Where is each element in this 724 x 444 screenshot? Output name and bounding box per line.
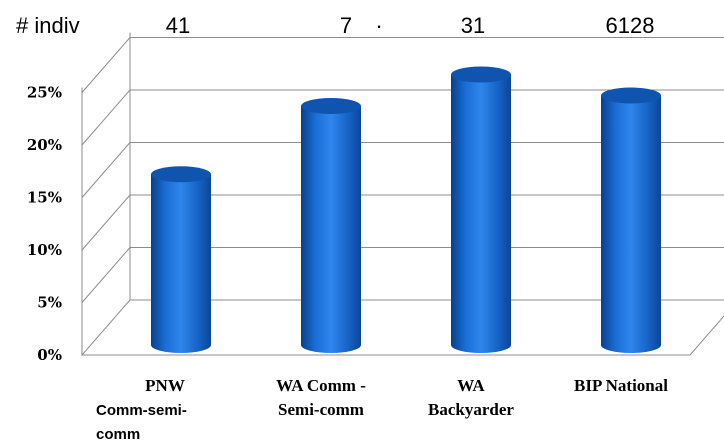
x-category-label: Comm-semi-: [96, 402, 187, 419]
bar-body: [301, 106, 361, 353]
x-category-label: Backyarder: [428, 400, 514, 419]
gridline: [81, 194, 724, 251]
bar-body: [151, 174, 211, 353]
bar-3: [451, 66, 511, 353]
bar-4: [601, 87, 661, 353]
bar-body: [451, 74, 511, 353]
bar-top: [451, 66, 511, 83]
gridlines: [81, 37, 724, 303]
bar-1: [151, 166, 211, 353]
x-category-label: WA Comm -: [276, 376, 366, 395]
chart-floor: [80, 299, 724, 356]
count-separator: ·: [375, 13, 382, 38]
counts-header-label: # indiv: [16, 13, 80, 38]
chart-walls: [80, 32, 724, 356]
gridline: [81, 142, 724, 198]
x-category-label: PNW: [145, 376, 185, 395]
y-tick-label: 0%: [37, 346, 62, 364]
y-tick-label: 15%: [27, 189, 62, 207]
bar-2: [301, 98, 361, 353]
y-tick-label: 5%: [37, 294, 62, 312]
count-label: 31: [461, 13, 485, 38]
y-tick-label: 10%: [27, 241, 62, 259]
gridline: [81, 37, 724, 93]
bar-top: [301, 98, 361, 114]
bars: [151, 66, 661, 353]
gridline: [81, 89, 724, 146]
count-label: 41: [166, 13, 190, 38]
individual-counts: # indiv 41 7 31 6128 ·: [16, 13, 654, 38]
x-category-label: Semi-comm: [278, 400, 364, 419]
x-category-label: WA: [457, 376, 485, 395]
count-label: 7: [340, 13, 352, 38]
y-axis-ticks: 0% 5% 10% 15% 20% 25%: [27, 84, 62, 365]
gridline: [81, 247, 724, 303]
x-category-label: comm: [96, 426, 140, 443]
y-tick-label: 20%: [27, 136, 62, 154]
count-label: 6128: [606, 13, 655, 38]
x-category-label: BIP National: [574, 376, 668, 395]
bar-body: [601, 95, 661, 353]
y-tick-label: 25%: [27, 84, 62, 102]
bar-top: [151, 166, 211, 183]
x-axis-categories: PNW Comm-semi-comm WA Comm - Semi-comm WA Bac…: [96, 376, 668, 443]
bar-top: [601, 87, 661, 104]
